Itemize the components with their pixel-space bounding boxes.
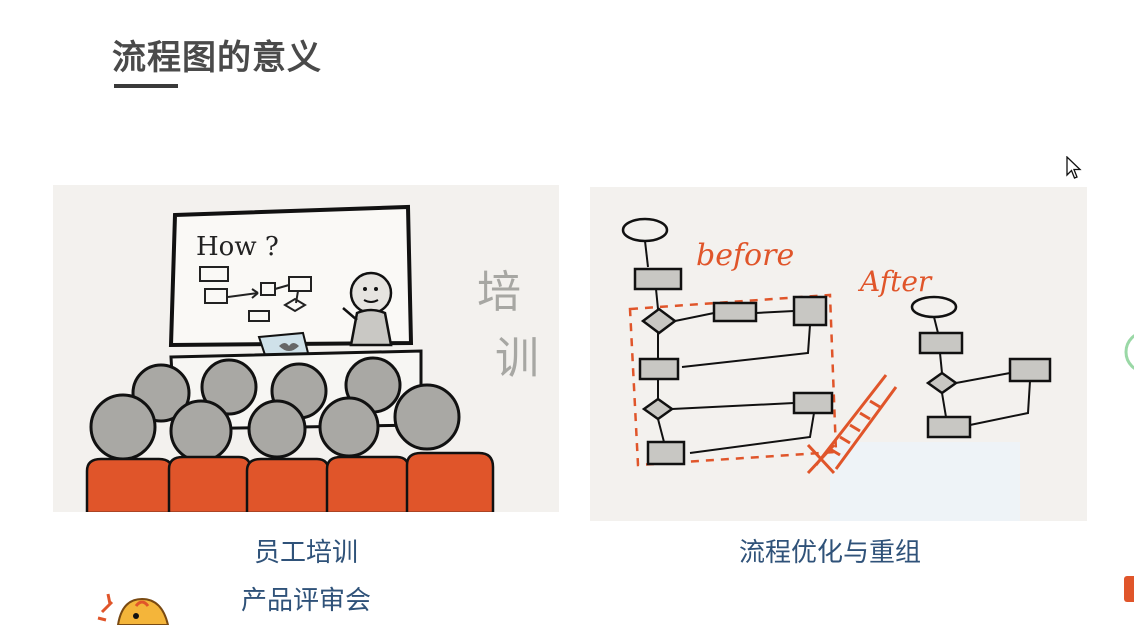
caption-product-review: 产品评审会 — [240, 586, 371, 616]
before-text: before — [696, 238, 794, 273]
process-illustration: before After — [590, 187, 1087, 521]
page-title: 流程图的意义 — [112, 38, 322, 78]
mascot-icon — [97, 593, 170, 625]
title-underline — [114, 84, 178, 88]
floating-badge-icon[interactable] — [1124, 574, 1134, 604]
side-text-2: 训 — [495, 333, 539, 384]
after-text: After — [857, 265, 933, 298]
caption-employee-training: 员工培训 — [253, 538, 358, 568]
side-text-1: 培 — [477, 267, 521, 318]
caption-process-optimization: 流程优化与重组 — [738, 538, 921, 568]
board-text: How ? — [196, 232, 279, 262]
process-sketch: before After — [590, 187, 1087, 521]
floating-widget-icon[interactable] — [1122, 328, 1134, 376]
training-illustration: How ? 培 训 — [53, 185, 559, 512]
training-sketch: How ? 培 训 — [53, 185, 559, 512]
mouse-cursor-icon — [1066, 156, 1082, 179]
